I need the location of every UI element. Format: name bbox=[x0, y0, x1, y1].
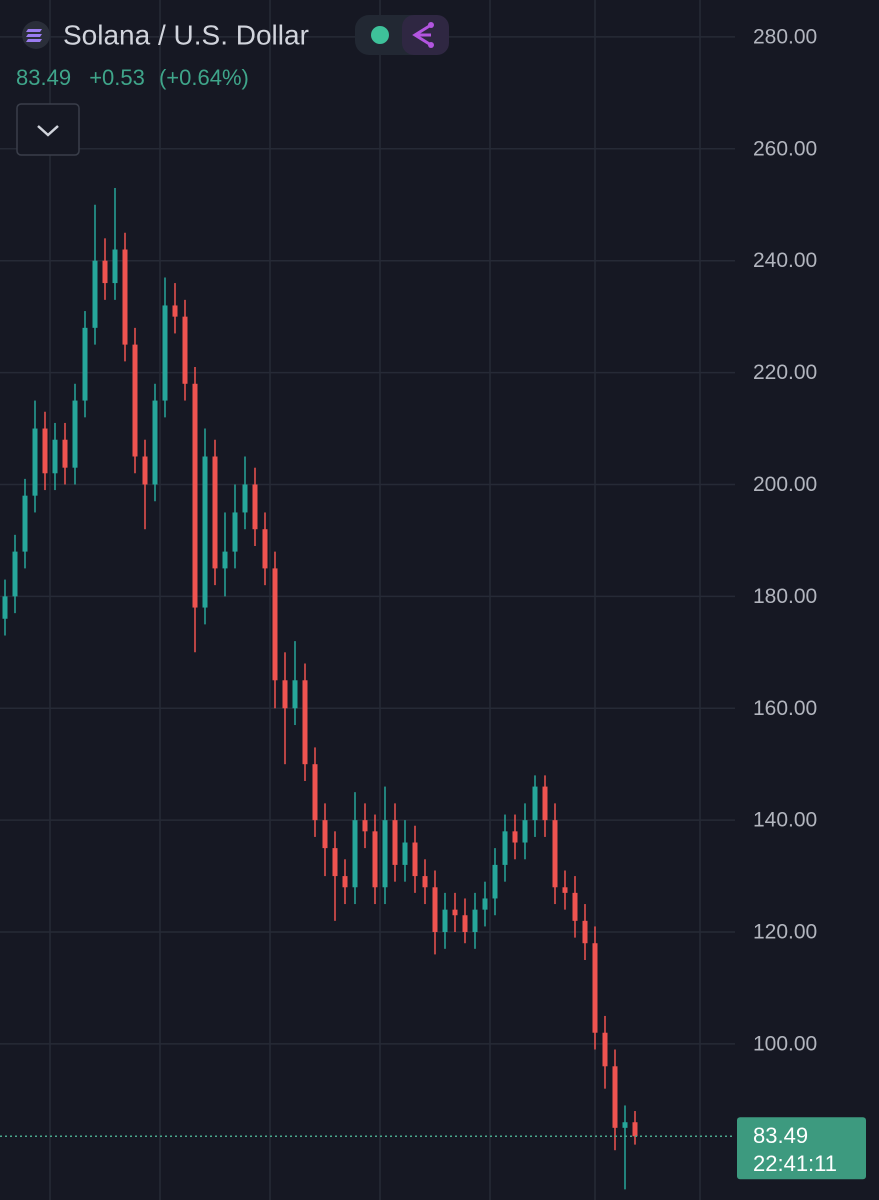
y-tick-label: 240.00 bbox=[753, 249, 817, 272]
candle-body bbox=[582, 920, 588, 944]
price-axis: 100.00 120.00 140.00 160.00 180.00 200.00 220.… bbox=[753, 25, 817, 1055]
candle-body bbox=[302, 680, 308, 765]
y-tick-label: 260.00 bbox=[753, 137, 817, 160]
chevron-icon bbox=[37, 125, 59, 137]
candle-body bbox=[332, 848, 338, 877]
candle-body bbox=[372, 831, 378, 888]
candle-body bbox=[532, 786, 538, 821]
candle-body bbox=[152, 400, 158, 485]
candle-body bbox=[212, 456, 218, 569]
last-price: 83.49 bbox=[16, 65, 71, 90]
candle-body bbox=[592, 943, 598, 1033]
candle-body bbox=[522, 820, 528, 843]
candles bbox=[2, 187, 638, 1190]
candle-body bbox=[142, 456, 148, 485]
candle-body bbox=[232, 512, 238, 552]
candle-body bbox=[272, 568, 278, 681]
candle-body bbox=[62, 439, 68, 468]
candle-body bbox=[482, 898, 488, 910]
candle-body bbox=[262, 529, 268, 569]
candle-body bbox=[562, 887, 568, 893]
candle-body bbox=[82, 327, 88, 401]
candle-body bbox=[242, 484, 248, 513]
price-tag-countdown: 22:41:11 bbox=[753, 1151, 837, 1176]
candle-body bbox=[542, 786, 548, 821]
candle-body bbox=[42, 428, 48, 474]
collapse-button[interactable] bbox=[16, 103, 80, 156]
candle-body bbox=[572, 892, 578, 921]
coin-icon-mark bbox=[26, 29, 42, 42]
candle-body bbox=[32, 428, 38, 496]
candle-body bbox=[412, 842, 418, 877]
y-tick-label: 200.00 bbox=[753, 473, 817, 496]
candle-body bbox=[622, 1122, 628, 1128]
candle-body bbox=[132, 344, 138, 457]
candle-body bbox=[52, 439, 58, 474]
y-tick-label: 180.00 bbox=[753, 585, 817, 608]
y-tick-label: 280.00 bbox=[753, 25, 817, 48]
candle-body bbox=[222, 551, 228, 569]
price-tag bbox=[737, 1117, 866, 1180]
candle-body bbox=[252, 484, 258, 530]
candle-body bbox=[602, 1032, 608, 1067]
candle-body bbox=[422, 876, 428, 888]
candle-body bbox=[492, 864, 498, 899]
candle-body bbox=[282, 680, 288, 709]
price-tag-value: 83.49 bbox=[753, 1123, 808, 1148]
candle-body bbox=[12, 551, 18, 597]
y-tick-label: 100.00 bbox=[753, 1032, 817, 1055]
candle-body bbox=[342, 876, 348, 888]
y-tick-label: 220.00 bbox=[753, 361, 817, 384]
candle-body bbox=[72, 400, 78, 468]
candle-body bbox=[22, 495, 28, 552]
candle-body bbox=[202, 456, 208, 608]
price-change-percent: (+0.64%) bbox=[159, 65, 249, 90]
candle-body bbox=[502, 831, 508, 865]
candle-body bbox=[512, 831, 518, 843]
candle-body bbox=[102, 260, 108, 284]
candle-body bbox=[472, 909, 478, 933]
candle-body bbox=[322, 820, 328, 849]
symbol-title: Solana / U.S. Dollar bbox=[63, 19, 309, 50]
candle-body bbox=[312, 764, 318, 821]
candle-body bbox=[92, 260, 98, 328]
candle-body bbox=[632, 1122, 638, 1137]
candle-body bbox=[382, 820, 388, 888]
candle-body bbox=[552, 820, 558, 888]
candle-body bbox=[362, 820, 368, 832]
price-change: +0.53 bbox=[89, 65, 145, 90]
candle-body bbox=[182, 316, 188, 384]
market-open-dot bbox=[371, 26, 389, 44]
candle-body bbox=[442, 909, 448, 933]
candle-body bbox=[462, 915, 468, 933]
candle-body bbox=[122, 249, 128, 345]
candle-body bbox=[292, 680, 298, 709]
time-grid bbox=[49, 0, 701, 1200]
quote-line: 83.49 +0.53 (+0.64%) bbox=[16, 65, 249, 90]
candle-body bbox=[162, 305, 168, 401]
y-tick-label: 140.00 bbox=[753, 809, 817, 832]
candle-body bbox=[172, 305, 178, 317]
y-tick-label: 120.00 bbox=[753, 921, 817, 944]
share-icon bbox=[412, 23, 432, 47]
header: Solana / U.S. Dollar 83.49 +0.53 (+0.64%… bbox=[16, 15, 449, 156]
candle-body bbox=[112, 249, 118, 284]
y-tick-label: 160.00 bbox=[753, 697, 817, 720]
candle-body bbox=[612, 1066, 618, 1128]
candle-body bbox=[192, 383, 198, 608]
candle-body bbox=[392, 820, 398, 865]
share-icon-dot bbox=[428, 42, 434, 48]
candle-body bbox=[352, 820, 358, 888]
candle-body bbox=[402, 842, 408, 865]
candle-body bbox=[2, 596, 8, 619]
share-icon-dot bbox=[428, 22, 434, 28]
candle-body bbox=[432, 887, 438, 933]
candle-body bbox=[452, 909, 458, 916]
